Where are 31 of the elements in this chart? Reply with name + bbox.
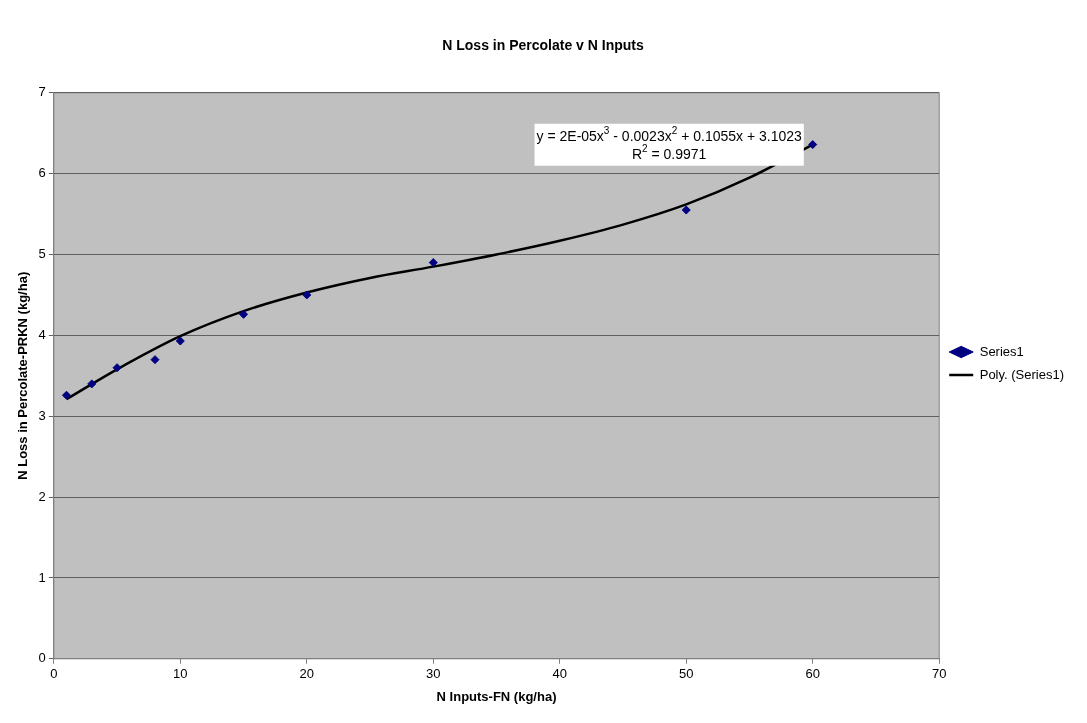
legend-label: Series1 <box>979 343 1024 359</box>
y-axis-title: N Loss in Percolate-PRKN (kg/ha) <box>15 271 31 480</box>
point <box>428 258 438 268</box>
x-tick-label: 10 <box>173 666 188 682</box>
point <box>175 336 185 346</box>
point <box>239 309 249 319</box>
x-tick-label: 0 <box>50 666 58 682</box>
y-tick-label: 4 <box>38 326 46 342</box>
x-tick-label: 40 <box>552 666 567 682</box>
y-tick-label: 1 <box>38 569 46 585</box>
x-tick-label: 20 <box>299 666 315 682</box>
x-axis-title: N Inputs-FN (kg/ha) <box>436 688 557 704</box>
point <box>150 355 160 365</box>
x-tick-label: 30 <box>426 666 441 682</box>
legend-label: Poly. (Series1) <box>979 366 1065 382</box>
point <box>61 390 71 400</box>
point <box>681 205 691 215</box>
y-tick-label: 5 <box>38 246 46 262</box>
chart-title: N Loss in Percolate v N Inputs <box>442 37 644 54</box>
y-tick-label: 3 <box>38 407 46 423</box>
point <box>87 379 97 389</box>
point <box>302 290 312 300</box>
x-tick-label: 60 <box>805 666 820 682</box>
point <box>808 140 818 150</box>
point <box>112 363 122 373</box>
y-tick-label: 7 <box>38 84 46 100</box>
y-tick-label: 6 <box>38 165 46 181</box>
x-tick-label: 50 <box>679 666 694 682</box>
y-tick-label: 0 <box>38 650 46 666</box>
y-tick-label: 2 <box>38 488 46 504</box>
x-tick-label: 70 <box>931 666 947 682</box>
